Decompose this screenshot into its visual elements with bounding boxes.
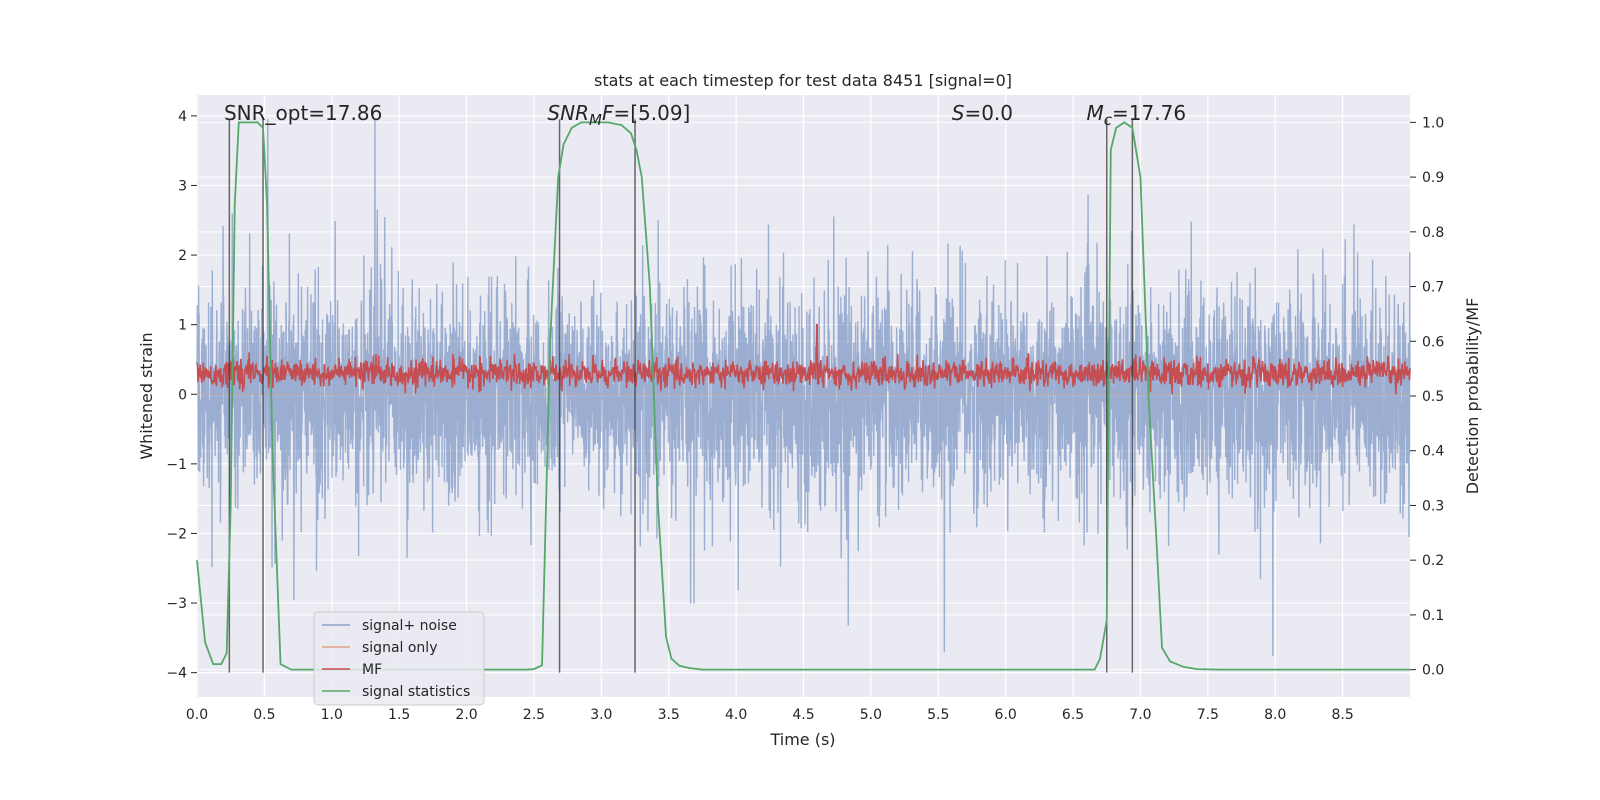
x-tick-label-7: 3.5: [658, 707, 680, 723]
x-tick-label-0: 0.0: [186, 707, 208, 723]
annotation-mc: Mc=17.76: [1087, 101, 1187, 129]
line-signal-statistics: [196, 121, 1410, 671]
legend-label-mf: MF: [362, 662, 382, 678]
y-right-tick-label-0: 0.0: [1422, 663, 1444, 679]
series-mf: [196, 323, 1411, 395]
y-tick-label-4: 0: [178, 387, 187, 403]
annotation-mc-subscript: c: [1104, 111, 1113, 129]
y-right-axis-label: Detection probability/MF: [1463, 298, 1482, 495]
annotation-s: S=0.0: [952, 101, 1013, 125]
x-tick-label-10: 5.0: [860, 707, 882, 723]
annotation-mc-value: =17.76: [1112, 101, 1186, 125]
y-right-tick-label-2: 0.2: [1422, 553, 1444, 569]
x-tick-label-11: 5.5: [927, 707, 949, 723]
series-signal-statistics: [196, 121, 1410, 671]
y-tick-label-7: 3: [178, 178, 187, 194]
x-axis-ticks: 0.0 0.5 1.0 1.5 2.0 2.5 3.0 3.5 4.0 4.5 5.0 5.5 6.0 6…: [186, 707, 1354, 723]
x-tick-label-9: 4.5: [792, 707, 814, 723]
y-right-tick-label-9: 0.9: [1422, 170, 1444, 186]
y-right-tick-label-4: 0.4: [1422, 444, 1444, 460]
x-tick-label-1: 0.5: [253, 707, 275, 723]
y-axis-ticks: −4 −3 −2 −1 0 1 2 3 4: [166, 109, 197, 682]
legend-box: [313, 611, 485, 706]
annotation-s-symbol: S: [952, 101, 965, 125]
annotation-snr-mf-value: =[5.09]: [613, 101, 690, 125]
annotation-snr-mf-f: F: [602, 101, 614, 125]
plot-area: [196, 95, 1411, 697]
annotation-snr-mf-subscript: M: [589, 111, 602, 129]
annotation-mc-symbol: M: [1087, 101, 1104, 125]
annotation-snr-mf-symbol: SNR: [547, 101, 589, 125]
y-right-tick-label-1: 0.1: [1422, 608, 1444, 624]
x-tick-label-3: 1.5: [388, 707, 410, 723]
x-tick-label-8: 4.0: [725, 707, 747, 723]
x-tick-label-17: 8.5: [1331, 707, 1353, 723]
y-tick-label-2: −2: [166, 526, 187, 542]
x-axis-label: Time (s): [769, 730, 835, 749]
x-tick-label-6: 3.0: [590, 707, 612, 723]
y-tick-label-0: −4: [166, 666, 187, 682]
y-right-tick-label-6: 0.6: [1422, 334, 1444, 350]
annotation-snr-opt: SNR_opt=17.86: [224, 101, 382, 125]
x-tick-label-5: 2.5: [523, 707, 545, 723]
x-tick-label-14: 7.0: [1129, 707, 1151, 723]
legend-label-signal-statistics: signal statistics: [362, 684, 470, 700]
x-tick-label-13: 6.5: [1062, 707, 1084, 723]
y-tick-label-1: −3: [166, 596, 187, 612]
y-axis-label: Whitened strain: [137, 332, 156, 459]
x-tick-label-12: 6.0: [995, 707, 1017, 723]
x-tick-label-16: 8.0: [1264, 707, 1286, 723]
y-right-tick-label-3: 0.3: [1422, 498, 1444, 514]
legend-label-signal-only: signal only: [362, 640, 437, 656]
annotation-snr-mf: SNRMF=[5.09]: [547, 101, 690, 129]
y-tick-label-5: 1: [178, 318, 187, 334]
x-tick-label-4: 2.0: [455, 707, 477, 723]
y-right-tick-label-5: 0.5: [1422, 389, 1444, 405]
legend: signal+ noise signal only MF signal stat…: [313, 611, 485, 706]
legend-label-signal-noise: signal+ noise: [362, 618, 457, 634]
annotation-s-value: =0.0: [964, 101, 1013, 125]
y-tick-label-8: 4: [178, 109, 187, 125]
y-tick-label-6: 2: [178, 248, 187, 264]
y-tick-label-3: −1: [166, 457, 187, 473]
y-right-tick-label-8: 0.8: [1422, 225, 1444, 241]
x-tick-label-2: 1.0: [321, 707, 343, 723]
line-mf: [196, 323, 1411, 395]
annotations: SNR_opt=17.86 SNRMF=[5.09] S=0.0 Mc=17.7…: [224, 101, 1186, 129]
chart-title: stats at each timestep for test data 845…: [594, 71, 1012, 90]
y-right-axis-ticks: 0.0 0.1 0.2 0.3 0.4 0.5 0.6 0.7 0.8 0.9 1.0: [1410, 115, 1444, 679]
y-right-tick-label-7: 0.7: [1422, 280, 1444, 296]
y-right-tick-label-10: 1.0: [1422, 115, 1444, 131]
x-tick-label-15: 7.5: [1197, 707, 1219, 723]
